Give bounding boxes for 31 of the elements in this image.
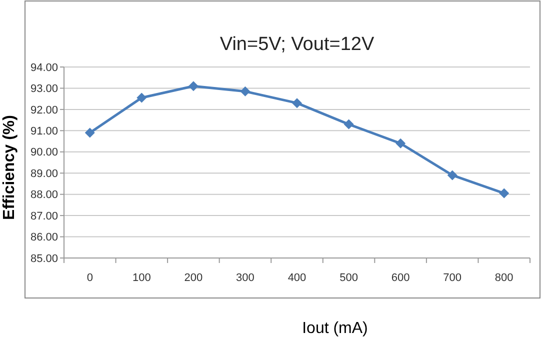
y-tick-label: 92.00 [30,104,58,116]
x-tick-label: 100 [132,272,151,284]
point [344,119,354,130]
y-tick-label: 85.00 [30,252,58,265]
y-tick-label: 86.00 [30,232,58,244]
y-tick-label: 93.00 [30,83,58,96]
y-tick-label: 87.00 [30,210,58,222]
point [84,128,95,138]
y-tick-label: 94.00 [30,62,58,74]
x-tick-label: 800 [494,272,514,284]
x-tick-label: 500 [340,272,358,284]
point [136,92,147,103]
chart-title: Vin=5V; Vout=12V [220,34,374,55]
x-tick-label: 300 [236,272,254,284]
x-tick-label: 0 [86,272,93,284]
x-tick-label: 700 [443,272,462,284]
point [188,81,198,92]
point [292,98,302,108]
x-axis-title: Iout (mA) [302,320,368,337]
point [396,138,406,148]
point [240,86,250,96]
y-tick-label: 88.00 [30,189,58,202]
x-tick-label: 400 [288,272,306,284]
y-tick-label: 89.00 [30,168,58,180]
point [499,188,510,198]
x-tick-label: 600 [391,272,410,284]
x-tick-label: 200 [184,272,203,284]
y-tick-label: 90.00 [30,146,58,159]
point [447,170,458,180]
y-axis-title: Efficiency (%) [1,115,18,220]
y-tick-label: 91.00 [30,126,58,138]
